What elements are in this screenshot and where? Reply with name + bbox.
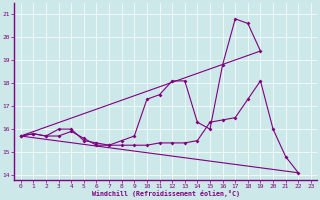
- X-axis label: Windchill (Refroidissement éolien,°C): Windchill (Refroidissement éolien,°C): [92, 190, 240, 197]
